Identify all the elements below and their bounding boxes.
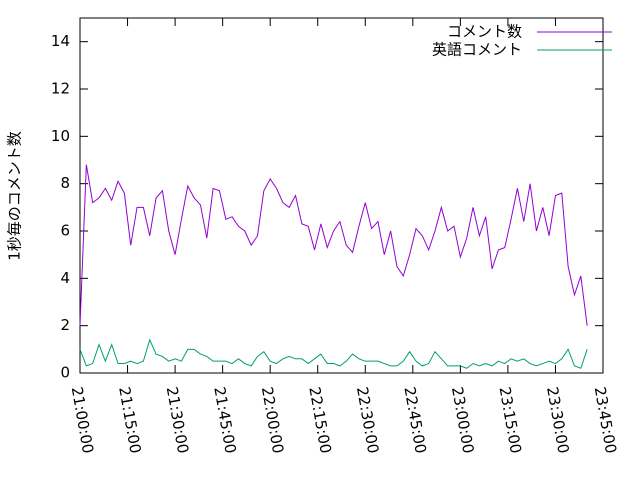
x-tick-label: 22:00:00 xyxy=(258,385,287,454)
y-axis-label: 1秒毎のコメント数 xyxy=(6,131,24,261)
x-tick-label: 23:00:00 xyxy=(448,385,477,454)
y-tick-label: 12 xyxy=(51,80,70,98)
y-tick-label: 0 xyxy=(60,364,70,382)
y-tick-label: 14 xyxy=(51,32,70,50)
x-tick-label: 23:15:00 xyxy=(496,385,525,454)
x-tick-label: 22:45:00 xyxy=(400,385,429,454)
legend-label: 英語コメント xyxy=(432,41,522,59)
line-series xyxy=(79,338,588,369)
x-tick-label: 23:30:00 xyxy=(543,385,572,454)
y-tick-label: 8 xyxy=(60,174,70,192)
y-tick-label: 10 xyxy=(51,127,70,145)
x-tick-label: 21:00:00 xyxy=(68,385,97,454)
x-tick-label: 21:15:00 xyxy=(115,385,144,454)
x-tick-label: 22:30:00 xyxy=(353,385,382,454)
x-tick-label: 22:15:00 xyxy=(305,385,334,454)
legend-label: コメント数 xyxy=(447,23,522,41)
y-tick-label: 4 xyxy=(60,269,70,287)
x-tick-label: 21:30:00 xyxy=(163,385,192,454)
plot-frame xyxy=(79,17,604,374)
y-tick-label: 6 xyxy=(60,222,70,240)
x-tick-label: 23:45:00 xyxy=(591,385,620,454)
y-tick-label: 2 xyxy=(60,316,70,334)
x-tick-label: 21:45:00 xyxy=(210,385,239,454)
line-series xyxy=(79,164,588,326)
